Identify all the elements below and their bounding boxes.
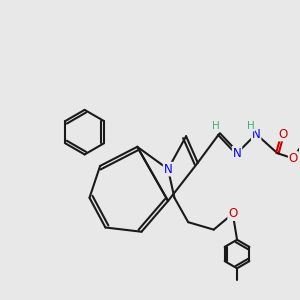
Text: N: N: [164, 163, 172, 176]
Text: O: O: [289, 152, 298, 165]
Text: N: N: [233, 147, 242, 160]
Text: O: O: [228, 207, 237, 220]
Text: H: H: [212, 121, 219, 131]
Text: O: O: [278, 128, 287, 141]
Text: H: H: [247, 121, 255, 131]
Text: N: N: [252, 128, 260, 141]
